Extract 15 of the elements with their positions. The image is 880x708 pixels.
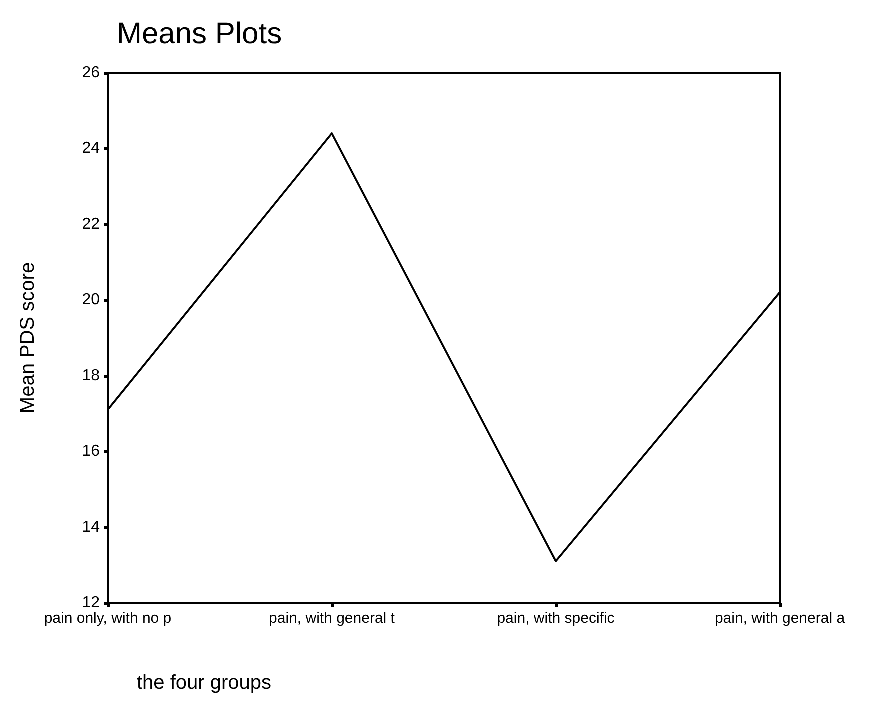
y-tick-label: 12: [82, 594, 100, 612]
y-tick-label: 26: [82, 64, 100, 82]
chart-title: Means Plots: [117, 18, 282, 50]
x-tick-label: pain, with general t: [269, 610, 396, 627]
y-axis-title: Mean PDS score: [17, 262, 39, 414]
y-tick-label: 20: [82, 292, 100, 309]
y-tick-label: 14: [82, 518, 100, 536]
y-tick-label: 18: [82, 367, 100, 384]
y-tick-label: 22: [82, 216, 100, 233]
x-tick-label: pain, with specific: [497, 610, 616, 627]
x-axis-title: the four groups: [137, 672, 272, 694]
y-tick-label: 16: [82, 443, 100, 460]
x-tick-label: pain, with general a: [714, 610, 846, 627]
x-tick-label: pain only, with no p: [44, 610, 172, 627]
y-tick-label: 24: [82, 140, 100, 158]
